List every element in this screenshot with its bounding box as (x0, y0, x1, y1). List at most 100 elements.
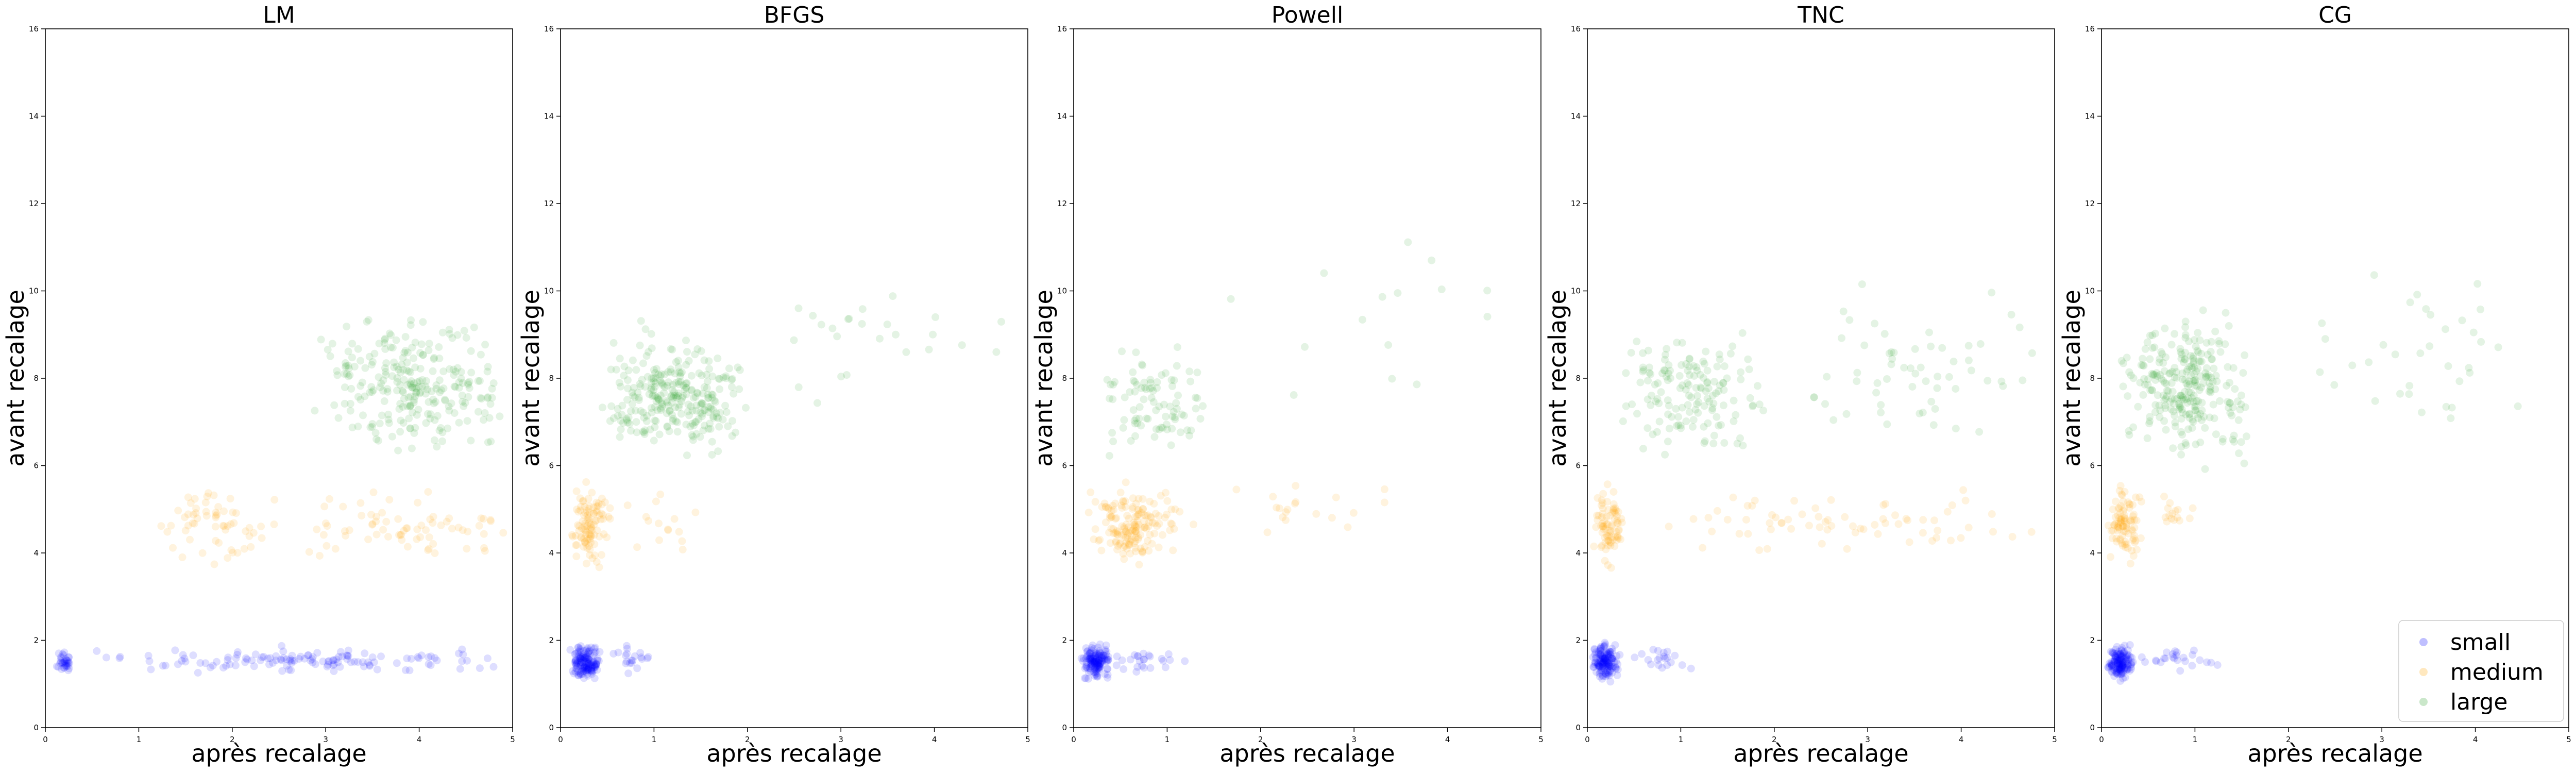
data-point-medium (2114, 526, 2122, 534)
data-point-large (1709, 440, 1718, 448)
data-point-medium (2136, 493, 2144, 501)
data-point-small (1087, 660, 1095, 668)
data-point-small (580, 667, 588, 675)
data-point-small (2124, 661, 2132, 669)
data-point-large (1109, 381, 1117, 389)
scatter-points (1077, 238, 1492, 683)
data-point-small (1094, 659, 1102, 667)
data-point-large (2209, 378, 2217, 386)
data-point-large (2189, 377, 2197, 385)
y-tick-label: 6 (1575, 461, 1581, 470)
data-point-medium (1121, 542, 1129, 550)
data-point-small (330, 660, 338, 668)
data-point-small (1604, 652, 1613, 660)
data-point-large (2169, 444, 2177, 452)
data-point-large (2156, 355, 2164, 363)
data-point-small (1088, 659, 1096, 667)
data-point-small (459, 650, 467, 659)
data-point-small (1093, 659, 1101, 666)
data-point-medium (2125, 500, 2133, 508)
data-point-small (1084, 668, 1093, 677)
data-point-small (1090, 671, 1098, 680)
x-axis-label: après recalage (706, 740, 882, 767)
data-point-small (574, 671, 583, 679)
data-point-medium (583, 511, 591, 519)
data-point-small (590, 645, 599, 653)
data-point-large (669, 417, 677, 425)
data-point-large (1146, 376, 1155, 384)
data-point-large (2177, 450, 2185, 459)
data-point-small (2123, 650, 2131, 659)
data-point-medium (586, 551, 594, 559)
data-point-large (663, 398, 671, 407)
data-point-small (2116, 650, 2125, 658)
data-point-large (1428, 256, 1436, 264)
data-point-small (243, 656, 251, 664)
data-point-large (376, 383, 384, 391)
data-point-medium (1598, 542, 1606, 550)
data-point-large (667, 392, 675, 400)
data-point-medium (593, 526, 601, 534)
data-point-large (2171, 373, 2179, 381)
data-point-large (2176, 348, 2184, 356)
x-tick-label: 0 (1071, 735, 1076, 744)
series-small (1077, 640, 1189, 683)
data-point-large (730, 390, 738, 398)
data-point-medium (1131, 513, 1139, 521)
data-point-large (1736, 434, 1744, 442)
data-point-large (1132, 348, 1140, 357)
data-point-large (1692, 363, 1701, 371)
data-point-medium (569, 532, 577, 541)
data-point-medium (2116, 518, 2125, 526)
data-point-medium (2163, 517, 2171, 526)
data-point-medium (480, 530, 488, 538)
data-point-large (671, 404, 680, 412)
data-point-medium (1139, 505, 1147, 513)
data-point-medium (431, 549, 439, 557)
data-point-large (688, 431, 696, 439)
data-point-large (672, 392, 680, 400)
y-tick-label: 16 (2085, 24, 2095, 33)
data-point-small (1597, 651, 1604, 659)
data-point-large (664, 401, 672, 410)
data-point-small (1660, 652, 1668, 661)
data-point-large (2171, 330, 2179, 338)
data-point-large (2187, 389, 2195, 397)
data-point-small (1086, 649, 1094, 658)
data-point-small (250, 662, 258, 670)
data-point-large (1697, 384, 1705, 393)
data-point-large (641, 383, 649, 391)
data-point-small (591, 663, 600, 671)
data-point-large (1700, 439, 1708, 447)
data-point-large (1644, 346, 1652, 355)
data-point-medium (1147, 513, 1155, 521)
data-point-large (2162, 380, 2171, 388)
data-point-medium (2116, 536, 2124, 544)
data-point-large (2160, 417, 2168, 425)
data-point-medium (1131, 520, 1139, 529)
data-point-medium (1600, 525, 1607, 533)
data-point-large (2231, 385, 2239, 393)
data-point-large (1715, 350, 1723, 359)
data-point-large (376, 419, 384, 428)
data-point-large (2365, 358, 2373, 366)
data-point-small (1099, 651, 1107, 660)
data-point-large (2145, 419, 2153, 428)
data-point-small (417, 651, 426, 660)
data-point-small (1598, 660, 1606, 668)
data-point-large (433, 443, 441, 451)
data-point-medium (1755, 546, 1764, 554)
data-point-small (1598, 666, 1606, 675)
data-point-medium (1157, 492, 1165, 500)
data-point-small (577, 658, 585, 666)
data-point-medium (1108, 507, 1116, 515)
x-tick-label: 3 (1351, 735, 1357, 744)
data-point-medium (592, 507, 601, 515)
data-point-medium (1606, 512, 1614, 520)
data-point-medium (487, 517, 495, 525)
data-point-large (2205, 388, 2213, 396)
data-point-large (341, 399, 349, 408)
data-point-large (1945, 373, 1953, 381)
data-point-medium (1612, 528, 1620, 536)
data-point-small (1094, 650, 1103, 658)
